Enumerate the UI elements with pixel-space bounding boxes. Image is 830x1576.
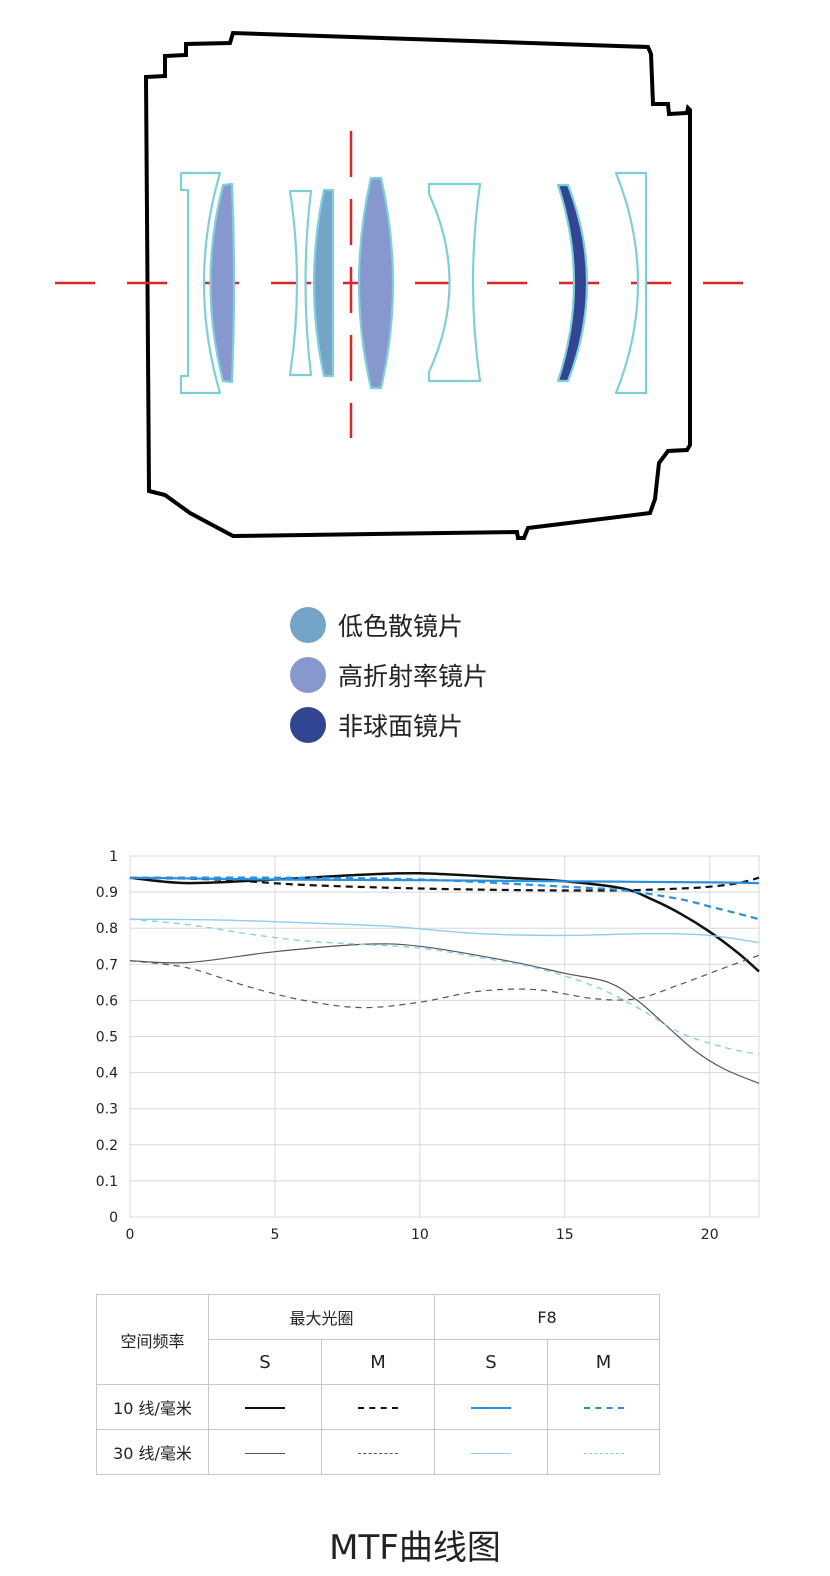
y-tick-label: 0.2 [96,1138,118,1154]
optical-axis [55,131,745,438]
series-line-4 [129,876,760,921]
legend-circle-icon [290,607,326,643]
line-sample [320,1429,436,1475]
table-subheader-row: S M S M [97,1339,661,1385]
chart-series [129,871,760,1084]
lens-element-6 [427,182,482,383]
legend-label: 非球面镜片 [338,712,464,741]
legend-label: 低色散镜片 [338,612,464,641]
table-header-row: 空间频率 最大光圈 F8 [96,1294,661,1385]
line-sample [434,1384,549,1430]
header-max-aperture: 最大光圈 [207,1294,436,1340]
mtf-chart: 00.10.20.30.40.50.60.70.80.910 5 10 15 20 [96,849,760,1243]
series-line-2 [129,876,760,892]
lens-element-5-high-index [357,176,395,390]
legend-item-low-dispersion: 低色散镜片 [290,600,488,650]
x-tick-label: 0 [126,1227,135,1243]
legend-circle-icon [290,707,326,743]
chart-tick-labels: 00.10.20.30.40.50.60.70.80.910 5 10 15 20 [96,849,719,1243]
series-line-3 [129,876,760,885]
lens-element-4-low-dispersion [312,188,335,378]
y-tick-label: 0.1 [96,1174,118,1190]
y-tick-label: 1 [109,849,118,865]
line-sample [434,1429,549,1475]
line-sample [208,1384,322,1430]
chart-grid [129,855,760,1218]
line-sample [320,1384,436,1430]
lens-construction-diagram [55,30,745,540]
x-tick-label: 20 [701,1227,719,1243]
header-f8: F8 [434,1294,661,1340]
row-label-30lp: 30 线/毫米 [96,1429,209,1475]
legend-item-aspherical: 非球面镜片 [290,700,488,750]
y-tick-label: 0.9 [96,885,118,901]
y-tick-label: 0.4 [96,1066,118,1082]
series-line-7 [129,918,760,944]
series-line-1 [129,871,760,973]
x-tick-label: 15 [556,1227,574,1243]
table-row: 10 线/毫米 [96,1384,661,1430]
lens-element-3 [288,189,313,377]
legend-label: 高折射率镜片 [338,662,489,691]
lens-housing-outline [143,30,692,540]
line-sample [547,1429,661,1475]
header-spatial-frequency: 空间频率 [96,1294,209,1385]
legend-circle-icon [290,657,326,693]
table-row: 30 线/毫米 [96,1429,661,1475]
y-tick-label: 0.7 [96,957,118,973]
lens-element-8 [614,171,648,395]
y-tick-label: 0.8 [96,921,118,937]
chart-caption: MTF曲线图 [329,1528,501,1568]
series-line-6 [129,954,760,1009]
subheader-sagittal: S [434,1339,549,1385]
y-tick-label: 0.5 [96,1030,118,1046]
subheader-meridional: M [547,1339,661,1385]
y-tick-label: 0 [109,1210,118,1226]
subheader-sagittal: S [208,1339,322,1385]
lens-element-1 [179,171,222,395]
lens-element-7-aspherical [556,183,589,383]
y-tick-label: 0.6 [96,993,118,1009]
x-tick-label: 5 [270,1227,279,1243]
x-tick-label: 10 [411,1227,429,1243]
line-sample [547,1384,661,1430]
lens-legend: 低色散镜片 高折射率镜片 非球面镜片 [290,600,488,750]
series-line-5 [129,943,760,1084]
mtf-legend-table: 空间频率 最大光圈 F8 S M S M 10 线/毫米 30 线/毫米 [96,1294,661,1475]
row-label-10lp: 10 线/毫米 [96,1384,209,1430]
lens-element-2-high-index [209,182,236,384]
y-tick-label: 0.3 [96,1102,118,1118]
line-sample [208,1429,322,1475]
series-line-8 [129,918,760,1056]
subheader-meridional: M [320,1339,436,1385]
legend-item-high-index: 高折射率镜片 [290,650,488,700]
